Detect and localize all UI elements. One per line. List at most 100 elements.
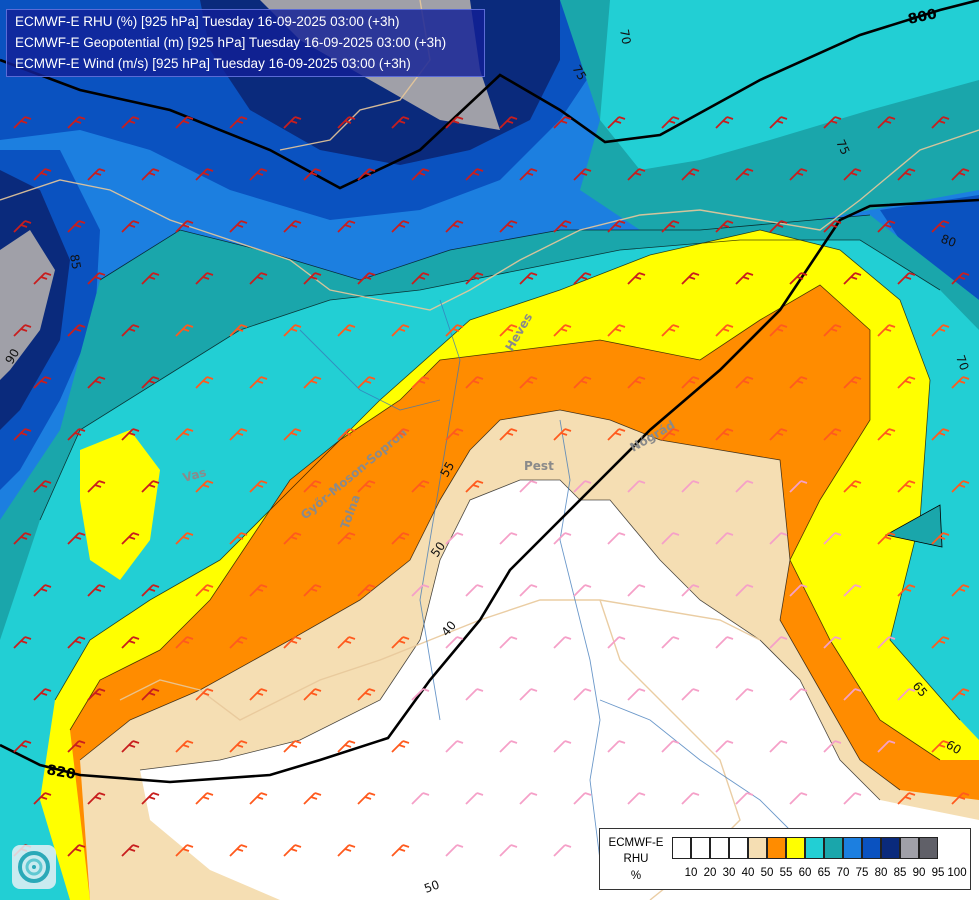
wind-barb-icon <box>735 480 754 493</box>
wind-barb-icon <box>789 376 808 389</box>
wind-barb-icon <box>931 116 950 129</box>
wind-barb-icon <box>357 480 376 493</box>
wind-barb-icon <box>229 636 248 649</box>
legend-swatch <box>786 837 805 859</box>
wind-barb-icon <box>499 636 518 649</box>
wind-barb-icon <box>337 740 356 753</box>
wind-barb-icon <box>499 844 518 857</box>
wind-barb-icon <box>627 584 646 597</box>
wind-barb-icon <box>13 532 32 545</box>
wind-barb-icon <box>769 116 788 129</box>
wind-barb-icon <box>607 116 626 129</box>
wind-barb-icon <box>391 844 410 857</box>
wind-barb-icon <box>715 532 734 545</box>
geopotential-label-800: 800 <box>907 6 939 28</box>
wind-barb-icon <box>951 480 970 493</box>
legend-swatch <box>919 837 938 859</box>
wind-barb-icon <box>877 532 896 545</box>
wind-barb-icon <box>175 532 194 545</box>
legend-tick: 60 <box>798 867 812 879</box>
wind-barb-icon <box>337 636 356 649</box>
wind-barb-icon <box>195 272 214 285</box>
legend-tick: 70 <box>836 867 850 879</box>
wind-barb-icon <box>87 584 106 597</box>
wind-barb-icon <box>769 220 788 233</box>
wind-barb-icon <box>391 532 410 545</box>
wind-barb-icon <box>303 376 322 389</box>
wind-barb-icon <box>249 792 268 805</box>
wind-barb-icon <box>121 740 140 753</box>
wind-barb-icon <box>661 740 680 753</box>
legend-swatch <box>748 837 767 859</box>
legend-tick: 20 <box>703 867 717 879</box>
ecmwf-logo-icon <box>12 845 56 889</box>
wind-barb-icon <box>897 272 916 285</box>
wind-barb-icon <box>303 168 322 181</box>
wind-barb-icon <box>229 220 248 233</box>
wind-barb-icon <box>769 532 788 545</box>
wind-barb-icon <box>553 532 572 545</box>
wind-barb-icon <box>229 844 248 857</box>
wind-barb-icon <box>33 792 52 805</box>
wind-barb-icon <box>823 636 842 649</box>
wind-barb-icon <box>391 116 410 129</box>
wind-barb-icon <box>681 376 700 389</box>
wind-barb-icon <box>87 168 106 181</box>
wind-barb-icon <box>283 532 302 545</box>
wind-barb-icon <box>391 220 410 233</box>
wind-barb-icon <box>67 636 86 649</box>
legend-swatch <box>881 837 900 859</box>
legend-tick: 100 <box>947 867 967 879</box>
legend-swatch <box>805 837 824 859</box>
wind-barb-icon <box>789 792 808 805</box>
wind-barb-icon <box>411 688 430 701</box>
wind-barb-icon <box>445 532 464 545</box>
legend-variable: RHU <box>623 853 649 865</box>
wind-barb-icon <box>283 636 302 649</box>
legend-swatch <box>843 837 862 859</box>
wind-barb-icon <box>607 220 626 233</box>
wind-barbs <box>13 116 970 857</box>
wind-barb-icon <box>195 480 214 493</box>
wind-barb-icon <box>67 324 86 337</box>
wind-barb-icon <box>897 480 916 493</box>
rhu-fill-95-west <box>0 230 55 380</box>
wind-barb-icon <box>681 688 700 701</box>
wind-barb-icon <box>573 272 592 285</box>
wind-barb-icon <box>229 324 248 337</box>
wind-barb-icon <box>877 116 896 129</box>
wind-barb-icon <box>843 168 862 181</box>
wind-barb-icon <box>553 428 572 441</box>
wind-barb-icon <box>67 844 86 857</box>
wind-barb-icon <box>465 168 484 181</box>
wind-barb-icon <box>681 168 700 181</box>
wind-barb-icon <box>519 376 538 389</box>
wind-barb-icon <box>13 324 32 337</box>
wind-barb-icon <box>13 428 32 441</box>
wind-barb-icon <box>499 532 518 545</box>
geopotential-contours <box>0 0 979 784</box>
wind-barb-icon <box>337 220 356 233</box>
wind-barb-icon <box>87 376 106 389</box>
wind-barb-icon <box>519 584 538 597</box>
wind-barb-icon <box>843 272 862 285</box>
legend-swatch <box>824 837 843 859</box>
wind-barb-icon <box>735 584 754 597</box>
wind-barb-icon <box>573 792 592 805</box>
wind-barb-icon <box>661 324 680 337</box>
wind-barb-icon <box>843 688 862 701</box>
wind-barb-icon <box>715 636 734 649</box>
wind-barb-icon <box>411 480 430 493</box>
wind-barb-icon <box>411 792 430 805</box>
place-vas: Vas <box>181 465 208 485</box>
wind-barb-icon <box>769 636 788 649</box>
wind-barb-icon <box>67 532 86 545</box>
wind-barb-icon <box>195 688 214 701</box>
wind-barb-icon <box>391 636 410 649</box>
wind-barb-icon <box>519 688 538 701</box>
wind-barb-icon <box>823 324 842 337</box>
wind-barb-icon <box>715 324 734 337</box>
wind-barb-icon <box>303 272 322 285</box>
wind-barb-icon <box>465 272 484 285</box>
wind-barb-icon <box>823 428 842 441</box>
